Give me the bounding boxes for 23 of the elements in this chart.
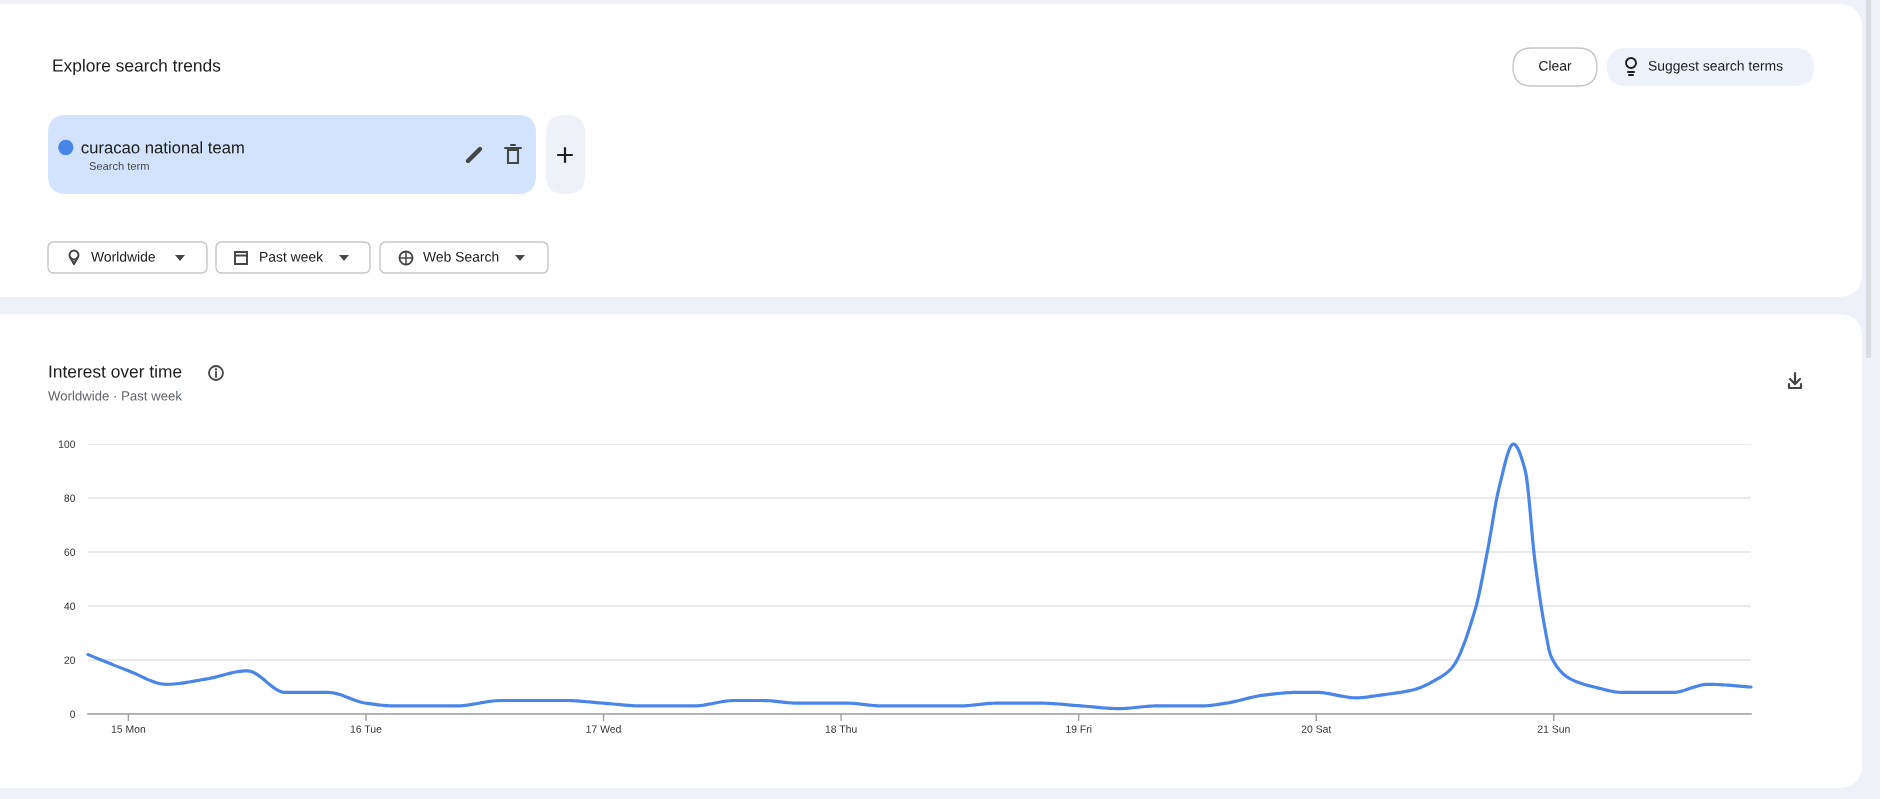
- text: Web Search: [423, 251, 499, 262]
- x-tick-label: 21 Sun: [1537, 725, 1570, 733]
- x-tick-label: 19 Fri: [1066, 725, 1092, 733]
- y-tick-label: 80: [64, 494, 76, 502]
- text: Explore search trends: [53, 58, 221, 76]
- y-tick-label: 100: [58, 440, 76, 448]
- legend-label: curacao national team: [81, 141, 244, 154]
- text: Past week: [260, 251, 324, 262]
- text: Worldwide: [91, 251, 155, 262]
- y-tick-label: 0: [70, 710, 76, 718]
- x-tick-label: 15 Mon: [111, 725, 146, 733]
- y-tick-label: 60: [64, 548, 76, 556]
- x-tick-label: 17 Wed: [586, 725, 621, 733]
- text: Search term: [89, 161, 149, 170]
- y-tick-label: 20: [64, 656, 76, 664]
- chart-title: Interest over time: [49, 364, 182, 378]
- x-tick-label: 16 Tue: [350, 725, 382, 733]
- x-tick-label: 18 Thu: [825, 725, 857, 733]
- y-tick-label: 40: [64, 602, 76, 610]
- text: Suggest search terms: [1648, 60, 1783, 74]
- text: Clear: [1539, 60, 1572, 71]
- x-tick-label: 20 Sat: [1301, 725, 1332, 733]
- chart-subtitle: Worldwide · Past week: [48, 390, 182, 401]
